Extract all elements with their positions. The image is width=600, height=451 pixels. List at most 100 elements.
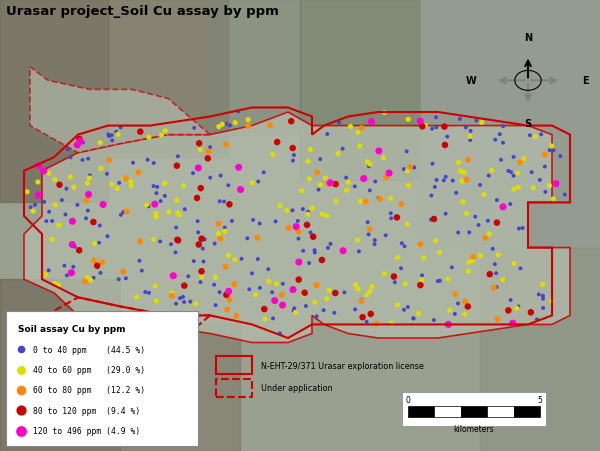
Point: [306, 230, 316, 237]
Point: [400, 243, 409, 250]
Point: [361, 198, 371, 206]
Point: [307, 205, 317, 212]
Point: [466, 128, 475, 135]
Point: [268, 289, 277, 296]
Point: [310, 249, 320, 257]
Bar: [300, 0, 420, 180]
Point: [399, 307, 409, 314]
Point: [316, 156, 325, 163]
Point: [462, 211, 472, 218]
Point: [50, 280, 59, 287]
Point: [429, 317, 439, 324]
Point: [526, 309, 536, 316]
Point: [44, 267, 53, 274]
Point: [244, 286, 254, 293]
Point: [439, 177, 449, 184]
Point: [41, 272, 50, 279]
Point: [173, 237, 183, 244]
Point: [95, 140, 105, 147]
Point: [460, 299, 470, 306]
Point: [453, 300, 463, 308]
Point: [142, 202, 151, 209]
Point: [535, 177, 545, 184]
Point: [403, 221, 412, 228]
Point: [209, 281, 219, 289]
Point: [225, 296, 235, 304]
Point: [122, 208, 131, 216]
Point: [170, 249, 180, 257]
Point: [441, 174, 451, 181]
Point: [144, 290, 154, 297]
Point: [362, 291, 371, 299]
Bar: [0, 280, 120, 451]
Point: [197, 235, 206, 243]
Point: [293, 235, 303, 243]
Point: [80, 278, 90, 285]
Point: [458, 199, 467, 206]
Point: [322, 295, 331, 303]
Point: [455, 116, 464, 123]
Point: [545, 183, 554, 190]
Point: [268, 152, 278, 159]
Point: [319, 307, 328, 314]
Point: [538, 304, 548, 312]
Point: [185, 298, 195, 305]
Point: [90, 240, 100, 248]
Point: [365, 226, 374, 233]
Point: [386, 195, 395, 202]
Point: [461, 124, 471, 132]
Point: [193, 218, 202, 226]
Point: [89, 219, 98, 226]
Point: [253, 235, 262, 242]
Point: [194, 140, 204, 147]
Point: [221, 263, 230, 271]
Point: [374, 195, 383, 202]
Point: [175, 295, 185, 302]
Point: [460, 170, 469, 177]
Point: [94, 239, 104, 247]
Point: [409, 315, 418, 322]
Point: [203, 148, 213, 156]
Point: [481, 235, 490, 242]
Point: [55, 182, 64, 189]
Point: [47, 236, 57, 244]
Point: [221, 291, 231, 299]
Point: [389, 273, 399, 281]
Point: [399, 166, 409, 173]
Point: [116, 124, 125, 132]
Point: [404, 182, 413, 189]
Point: [386, 215, 396, 222]
Point: [316, 182, 325, 189]
Point: [197, 268, 206, 275]
Point: [454, 159, 463, 166]
Point: [366, 311, 376, 318]
Point: [386, 320, 396, 327]
Point: [434, 249, 444, 256]
Point: [126, 179, 136, 186]
Point: [363, 219, 373, 226]
Point: [229, 281, 239, 288]
Point: [538, 281, 547, 288]
Point: [392, 214, 402, 221]
Point: [527, 169, 536, 176]
Point: [549, 147, 559, 155]
Point: [538, 295, 548, 303]
Point: [365, 288, 374, 295]
Point: [432, 177, 442, 184]
Point: [402, 148, 412, 156]
Point: [338, 248, 348, 255]
Point: [16, 427, 26, 434]
Point: [198, 245, 208, 253]
Point: [289, 152, 299, 159]
Point: [160, 128, 170, 135]
Text: 0: 0: [406, 395, 410, 404]
Point: [362, 318, 371, 326]
Point: [463, 303, 473, 310]
Point: [95, 222, 104, 230]
Point: [536, 131, 546, 138]
Text: Under application: Under application: [261, 383, 332, 392]
Point: [97, 259, 107, 267]
Point: [397, 201, 406, 208]
Point: [196, 147, 205, 154]
Point: [428, 161, 437, 168]
